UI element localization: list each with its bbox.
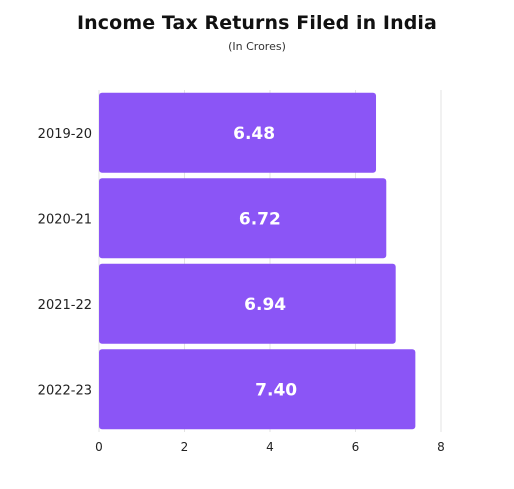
category-label: 2020-21 — [38, 212, 92, 227]
x-tick-label: 8 — [437, 440, 445, 454]
x-tick-label: 0 — [95, 440, 103, 454]
value-label: 6.72 — [239, 209, 281, 229]
bar — [99, 178, 387, 259]
x-tick-label: 4 — [266, 440, 274, 454]
bar — [99, 263, 396, 344]
chart-title: Income Tax Returns Filed in India — [77, 12, 437, 34]
chart-subtitle: (In Crores) — [228, 40, 286, 53]
bars — [99, 92, 416, 430]
value-label: 7.40 — [255, 380, 297, 400]
bar — [99, 349, 416, 430]
value-labels: 6.48 6.72 6.94 7.40 — [233, 124, 297, 401]
value-label: 6.48 — [233, 124, 275, 144]
category-label: 2019-20 — [38, 127, 92, 142]
x-tick-label: 2 — [181, 440, 189, 454]
value-label: 6.94 — [244, 295, 286, 315]
bar — [99, 92, 377, 173]
category-label: 2021-22 — [38, 298, 92, 313]
x-tick-label: 6 — [352, 440, 360, 454]
x-axis-tick-labels: 0 2 4 6 8 — [95, 440, 445, 454]
category-label: 2022-23 — [38, 383, 92, 398]
category-labels: 2019-20 2020-21 2021-22 2022-23 — [38, 127, 92, 399]
